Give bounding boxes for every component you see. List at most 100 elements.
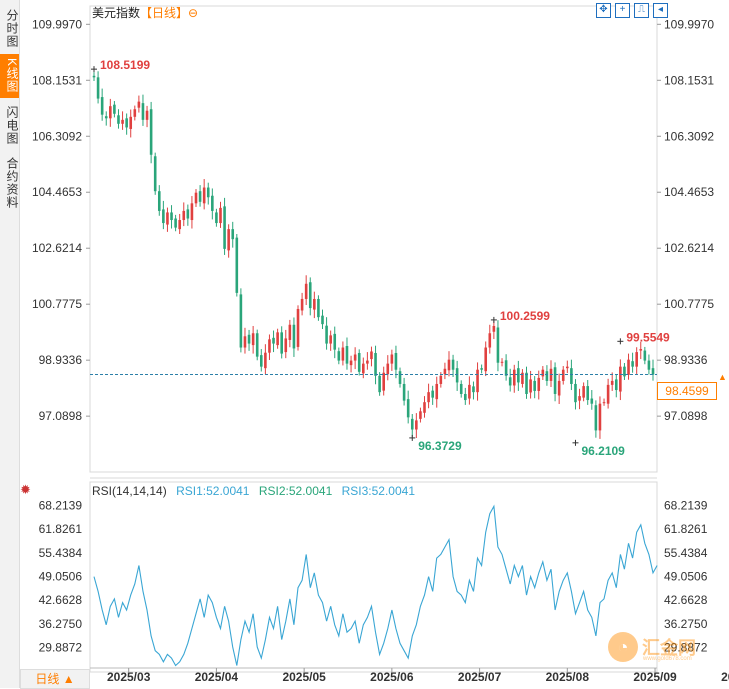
candle-body [206, 187, 210, 198]
y-tick-label-left: 106.3092 [32, 129, 82, 143]
main-plot-frame [89, 5, 658, 473]
candle-body [317, 298, 320, 318]
y-tick-label-left: 104.4653 [32, 185, 82, 199]
candle-body [545, 371, 549, 381]
candle-body [353, 354, 357, 361]
candle-body [415, 420, 418, 430]
candle-body [182, 210, 186, 221]
y-tick-label-left: 97.0898 [39, 409, 83, 423]
back-icon[interactable]: ◂ [653, 3, 668, 18]
candle-body [223, 206, 226, 249]
candle-body [427, 392, 430, 403]
candle-body [402, 383, 406, 401]
candle-body [614, 379, 618, 391]
y-tick-label-left: 109.9970 [32, 17, 82, 31]
expand-icon[interactable]: ✥ [596, 3, 611, 18]
candle-body [231, 229, 235, 240]
candle-body [598, 403, 602, 431]
x-tick-label: 2025/07 [458, 670, 502, 684]
candle-body [635, 352, 638, 367]
candle-body [533, 380, 536, 391]
candle-body [259, 355, 263, 367]
candle-body [582, 386, 585, 398]
candle-body [566, 366, 569, 369]
candle-body [386, 363, 390, 375]
high-annotation: 99.5549 [626, 330, 670, 344]
candle-body [553, 367, 557, 394]
candle-body [525, 372, 528, 394]
candle-body [423, 402, 426, 413]
x-tick-label: 2025/08 [546, 670, 590, 684]
settings-gear-icon[interactable]: ✹ [20, 482, 31, 497]
candle-body [109, 106, 112, 119]
candle-body [517, 368, 520, 383]
candle-body [508, 377, 512, 386]
rsi-line [93, 504, 658, 667]
candle-body [472, 386, 475, 393]
crosshair-icon[interactable]: + [615, 3, 630, 18]
candle-body [443, 368, 447, 375]
candle-body [476, 369, 479, 393]
candle-body [170, 212, 173, 221]
candle-body [243, 336, 247, 348]
candle-body [329, 335, 332, 344]
rsi-tick-label-right: 29.8872 [664, 640, 708, 654]
candle-body [194, 192, 198, 204]
candle-body [610, 380, 614, 385]
collapse-icon[interactable]: ⊖ [188, 6, 199, 20]
period-select[interactable]: 日线 ▲ [20, 669, 90, 689]
tab-contract-info[interactable]: 合约资料 [5, 157, 19, 209]
candle-body [145, 110, 149, 120]
candle-body [325, 325, 328, 344]
candle-body [512, 369, 516, 386]
y-tick-label-left: 102.6214 [32, 241, 82, 255]
candle-body [459, 383, 463, 394]
candle-body [631, 361, 634, 367]
candle-body [366, 360, 369, 364]
rsi-tick-label-right: 49.0506 [664, 569, 708, 583]
candle-body [561, 369, 565, 381]
rsi-tick-label-left: 42.6628 [39, 593, 83, 607]
rsi-tick-label-right: 42.6628 [664, 593, 708, 607]
candle-body [333, 333, 337, 350]
candle-body [378, 375, 381, 393]
rsi-tick-label-left: 36.2750 [39, 617, 83, 631]
candle-body [133, 109, 137, 117]
candle-body [345, 346, 349, 364]
candle-body [374, 352, 377, 376]
tab-flash-chart[interactable]: 闪电图 [5, 105, 19, 145]
candle-body [394, 352, 398, 370]
watermark-text: 汇金网 [642, 638, 696, 658]
y-tick-label-right: 106.3092 [664, 129, 714, 143]
rsi-tick-label-left: 29.8872 [39, 640, 83, 654]
candle-body [349, 360, 353, 366]
candle-body [357, 352, 361, 372]
candle-body [623, 366, 626, 377]
candle-body [370, 351, 373, 360]
chart-title: 美元指数【日线】⊖ [92, 4, 198, 21]
rsi-tick-label-left: 61.8261 [39, 522, 83, 536]
candle-body [284, 338, 288, 353]
candle-body [121, 119, 124, 124]
indicator-icon[interactable]: ⎍ [634, 3, 649, 18]
period-label: 【日线】 [140, 6, 189, 20]
candle-body [337, 351, 341, 361]
candle-body [521, 372, 524, 384]
y-tick-label-right: 108.1531 [664, 73, 714, 87]
watermark-logo: ◔ 汇金网 www.gold678.com [608, 632, 696, 662]
candle-body [100, 97, 104, 115]
tab-kline[interactable]: K线图 [0, 54, 19, 98]
candle-body [255, 333, 259, 357]
candle-body [464, 393, 467, 401]
candle-body [488, 333, 492, 348]
candle-body [619, 366, 622, 392]
instrument-name: 美元指数 [92, 6, 141, 20]
tab-time-share[interactable]: 分时图 [5, 8, 19, 48]
candle-body [382, 372, 386, 391]
candle-body [153, 156, 157, 192]
candle-body [529, 379, 532, 393]
candle-body [178, 220, 181, 230]
candle-body [141, 103, 145, 120]
last-price-badge: 98.4599 [657, 382, 717, 400]
